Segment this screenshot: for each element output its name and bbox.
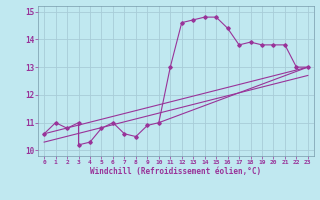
X-axis label: Windchill (Refroidissement éolien,°C): Windchill (Refroidissement éolien,°C): [91, 167, 261, 176]
